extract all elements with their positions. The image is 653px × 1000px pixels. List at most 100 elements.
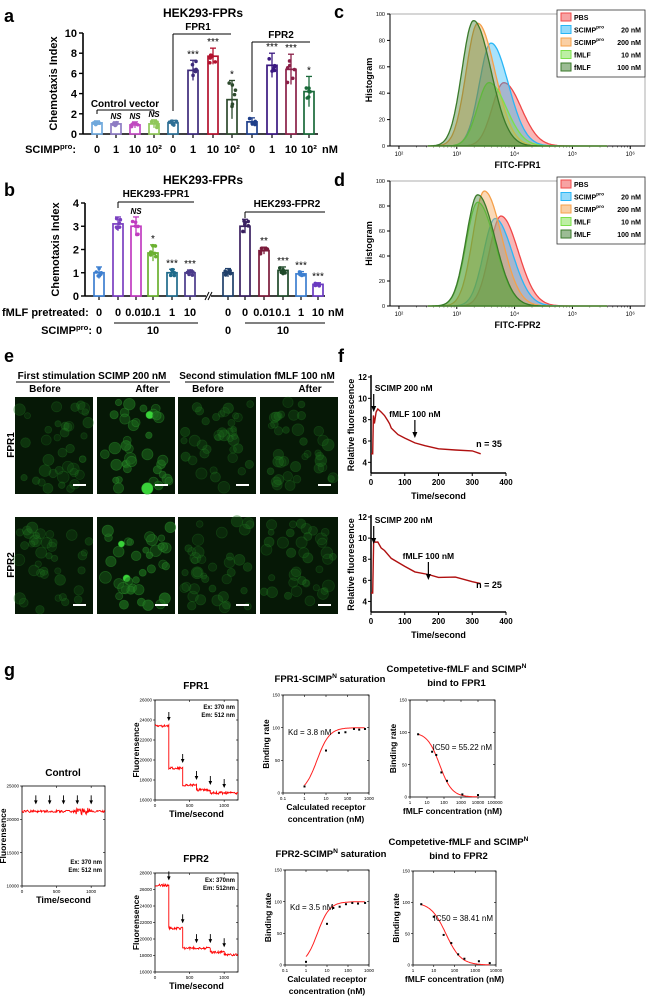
chart-title: HEK293-FPRs	[163, 6, 243, 20]
text-part: saturation	[337, 674, 386, 685]
x-tick-label: 1000	[456, 800, 467, 805]
cell	[192, 545, 205, 559]
arrow-head	[194, 939, 199, 944]
y-tick-label: 20	[379, 279, 385, 285]
cell	[161, 561, 171, 571]
x-tick-label: 10⁶	[626, 151, 636, 158]
y-tick-label: 50	[277, 931, 283, 936]
cell	[124, 576, 134, 586]
cell	[296, 411, 307, 421]
annotation-label: fMLF 100 nM	[403, 551, 454, 561]
y-tick-label: 100	[376, 12, 385, 18]
x-tick-label: 1	[298, 307, 304, 319]
cell	[40, 536, 53, 549]
cell	[290, 585, 303, 597]
x-tick-label: 200	[432, 478, 446, 487]
cell	[122, 464, 132, 474]
data-point	[242, 219, 246, 223]
data-point	[337, 731, 340, 734]
histogram-curve	[427, 20, 608, 147]
legend-label: fMLF	[574, 53, 591, 60]
cell	[69, 467, 79, 478]
cell	[144, 531, 156, 543]
data-point	[172, 123, 176, 127]
text-part: fMLF	[574, 53, 591, 60]
cell	[232, 412, 240, 420]
y-tick-label: 50	[275, 758, 281, 763]
y-tick-label: 24000	[139, 718, 152, 723]
data-point	[135, 232, 139, 237]
x-tick-label: 0.01	[125, 307, 146, 319]
data-point	[351, 901, 354, 904]
cell	[298, 547, 310, 559]
y-axis-label: Fluorensence	[0, 808, 8, 864]
plot-frame	[282, 694, 370, 794]
x-tick-label: 500	[53, 889, 61, 894]
plot-frame	[409, 699, 496, 798]
axis-break-mark	[207, 291, 213, 301]
cell	[181, 581, 192, 592]
y-tick-label: 0	[382, 144, 385, 150]
cell	[77, 402, 91, 415]
data-point	[316, 282, 320, 287]
y-tick-label: 100	[274, 899, 282, 904]
cell	[267, 528, 275, 536]
cell	[110, 458, 123, 471]
data-point	[358, 728, 361, 731]
cell	[301, 453, 309, 461]
plot-frame	[21, 785, 106, 887]
plot-title: Competetive-fMLF and SCIMPN	[389, 836, 529, 848]
legend-label: fMLF	[574, 232, 591, 239]
significance-label: ***	[312, 272, 324, 283]
legend-box	[556, 9, 646, 78]
x-tick-label: 10	[129, 144, 141, 156]
y-axis-label: Fluorensence	[131, 722, 141, 778]
y-tick-label: 1	[73, 268, 79, 280]
plot-title: Control	[45, 768, 81, 779]
superscript: N	[333, 848, 338, 855]
significance-label: ***	[187, 49, 199, 60]
data-point	[277, 266, 282, 270]
cell	[48, 468, 58, 479]
y-tick-label: 100	[272, 725, 280, 730]
cell	[13, 403, 26, 416]
y-axis-label: Binding rate	[388, 723, 398, 773]
data-point	[172, 273, 177, 278]
data-point	[94, 270, 99, 274]
x-tick-label: 100000	[487, 800, 503, 805]
cell	[313, 425, 325, 437]
data-point	[326, 922, 328, 925]
cell	[227, 434, 240, 447]
cell	[76, 400, 86, 410]
axis-break-mark	[204, 291, 210, 301]
image-background	[178, 517, 256, 614]
cell	[20, 474, 28, 482]
y-tick-label: 20000	[139, 758, 152, 763]
x-tick-label: 10	[324, 968, 330, 973]
data-point	[208, 53, 213, 57]
microscopy-image	[97, 397, 175, 495]
significance-label: *	[230, 69, 234, 80]
arrow-head	[180, 919, 185, 924]
arrow-head	[75, 800, 80, 805]
data-point	[232, 92, 237, 97]
legend-label: SCIMPpro	[574, 37, 604, 47]
cell	[80, 549, 88, 557]
data-point	[225, 270, 229, 275]
cell	[50, 554, 59, 562]
y-tick-label: 0	[279, 963, 282, 968]
text-part: SCIMP	[25, 144, 60, 156]
legend-dose: 100 nM	[617, 65, 641, 72]
cell	[221, 573, 232, 585]
n-label: n = 35	[476, 439, 502, 449]
data-point	[194, 59, 198, 64]
legend-swatch	[560, 217, 572, 226]
cell	[117, 581, 130, 595]
cell	[217, 591, 229, 603]
data-point	[338, 905, 341, 908]
y-tick-label: 80	[379, 38, 385, 44]
cell	[191, 402, 202, 413]
cell	[230, 425, 238, 433]
data-point	[290, 76, 295, 81]
data-point	[190, 273, 195, 277]
